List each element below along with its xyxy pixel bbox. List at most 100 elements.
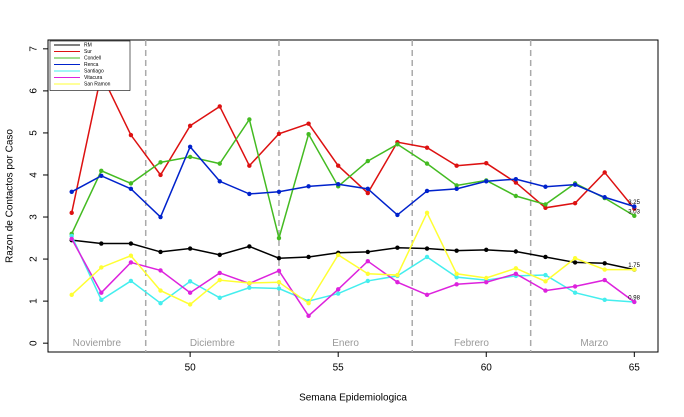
x-axis-label: Semana Epidemiologica [299,393,407,404]
point [602,195,607,200]
point [247,280,252,286]
series-line [71,117,635,241]
point [158,214,163,220]
point [395,245,400,250]
point [128,241,134,246]
y-tick-label: 4 [29,172,40,178]
point [543,184,548,189]
y-tick-label: 7 [29,46,40,52]
point [99,265,104,270]
point [276,286,282,291]
point [572,290,578,295]
point [158,160,163,165]
point [128,186,134,192]
point [454,271,459,276]
point [424,210,430,216]
point [158,249,163,255]
point [217,252,222,258]
point [513,193,519,199]
point [572,200,578,206]
value-label: 0.98 [628,296,640,302]
point [454,186,459,192]
series-line [71,211,635,306]
point [217,161,222,166]
point [247,285,252,290]
point [217,295,222,300]
point [158,301,163,306]
point [543,272,548,278]
legend-label: Renca [84,62,99,68]
point [602,261,607,266]
point [543,202,548,207]
point [632,299,637,305]
period-label: Enero [332,338,359,349]
point [128,181,134,186]
point [424,161,430,166]
point [99,173,104,179]
point [424,188,430,194]
point [128,132,134,138]
legend-label: Sur [84,49,92,55]
x-tick-label: 60 [481,363,493,374]
point [513,271,519,276]
point [335,287,341,292]
point [247,117,252,122]
point [513,180,519,185]
y-tick-label: 5 [29,130,40,136]
point [306,184,311,189]
legend-label: San Ramon [84,81,111,87]
point [572,182,578,187]
point [187,279,193,284]
point [484,161,489,166]
point [158,172,163,178]
value-label: 3.25 [628,200,640,206]
point [276,279,282,285]
point [99,168,104,173]
point [187,302,193,307]
point [513,176,519,182]
point [454,163,459,168]
period-label: Marzo [580,338,608,349]
point [306,121,311,126]
point [395,212,400,218]
point [335,182,341,187]
point [454,248,459,253]
point [335,163,341,168]
point [187,290,193,295]
point [395,142,400,147]
plot-frame [47,39,659,353]
value-label: 1.75 [628,263,640,269]
point [69,189,74,194]
point [276,268,282,274]
point [69,292,74,298]
point [543,205,548,210]
point [632,267,637,272]
point [128,253,134,258]
y-tick-label: 6 [29,88,40,94]
legend-label: RM [84,42,92,48]
point [365,278,371,284]
point [395,279,400,285]
legend-box [49,40,131,91]
y-tick-label: 3 [29,214,40,220]
point [424,246,430,251]
point [484,275,489,281]
point [187,144,193,150]
point [69,236,74,242]
point [424,145,430,150]
point [632,213,637,218]
point [69,210,74,216]
point [365,249,371,255]
series-line [71,235,635,305]
x-tick-label: 65 [629,363,641,374]
point [187,154,193,160]
point [602,297,607,303]
point [454,282,459,287]
point [247,191,252,197]
point [572,284,578,289]
point [276,189,282,194]
point [99,297,104,303]
series-line [70,71,635,213]
point [99,290,104,295]
point [365,271,371,276]
